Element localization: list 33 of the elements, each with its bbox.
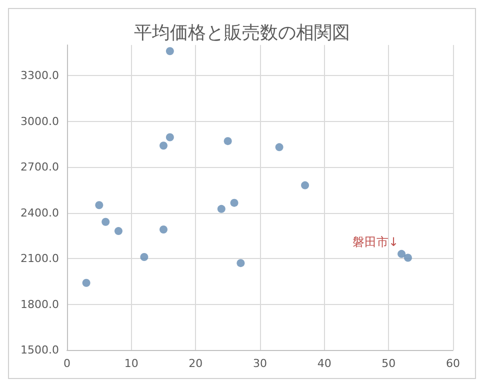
point <box>160 142 168 150</box>
x-tick-label: 50 <box>382 357 396 370</box>
point <box>166 47 174 56</box>
y-tick-label: 2700.0 <box>20 160 59 174</box>
point <box>166 133 174 142</box>
y-tick-label: 2100.0 <box>20 252 59 265</box>
y-tick-label: 1500.0 <box>20 344 59 356</box>
point <box>224 137 232 146</box>
point <box>404 254 412 262</box>
y-tick-label: 1800.0 <box>20 298 59 311</box>
annotation: 磐田市↓ <box>352 234 399 249</box>
point <box>398 250 406 258</box>
point <box>230 198 238 207</box>
y-tick-label: 3300.0 <box>20 69 59 82</box>
point <box>236 259 245 268</box>
point <box>95 201 104 210</box>
x-tick-label: 20 <box>188 357 203 370</box>
x-tick-label: 10 <box>124 357 138 370</box>
chart-title: 平均価格と販売数の相関図 <box>134 22 350 44</box>
x-tick-label: 30 <box>253 357 267 370</box>
point <box>301 181 310 190</box>
x-tick-label: 0 <box>64 357 70 370</box>
y-tick-label: 2400.0 <box>20 206 59 220</box>
point <box>140 252 148 261</box>
x-tick-label: 40 <box>317 357 332 370</box>
point <box>275 143 284 152</box>
point <box>82 278 90 287</box>
point <box>217 204 226 213</box>
point <box>114 227 122 236</box>
point <box>160 226 168 234</box>
x-tick-label: 60 <box>446 357 460 370</box>
y-tick-label: 3000.0 <box>20 114 59 128</box>
point <box>102 218 110 226</box>
